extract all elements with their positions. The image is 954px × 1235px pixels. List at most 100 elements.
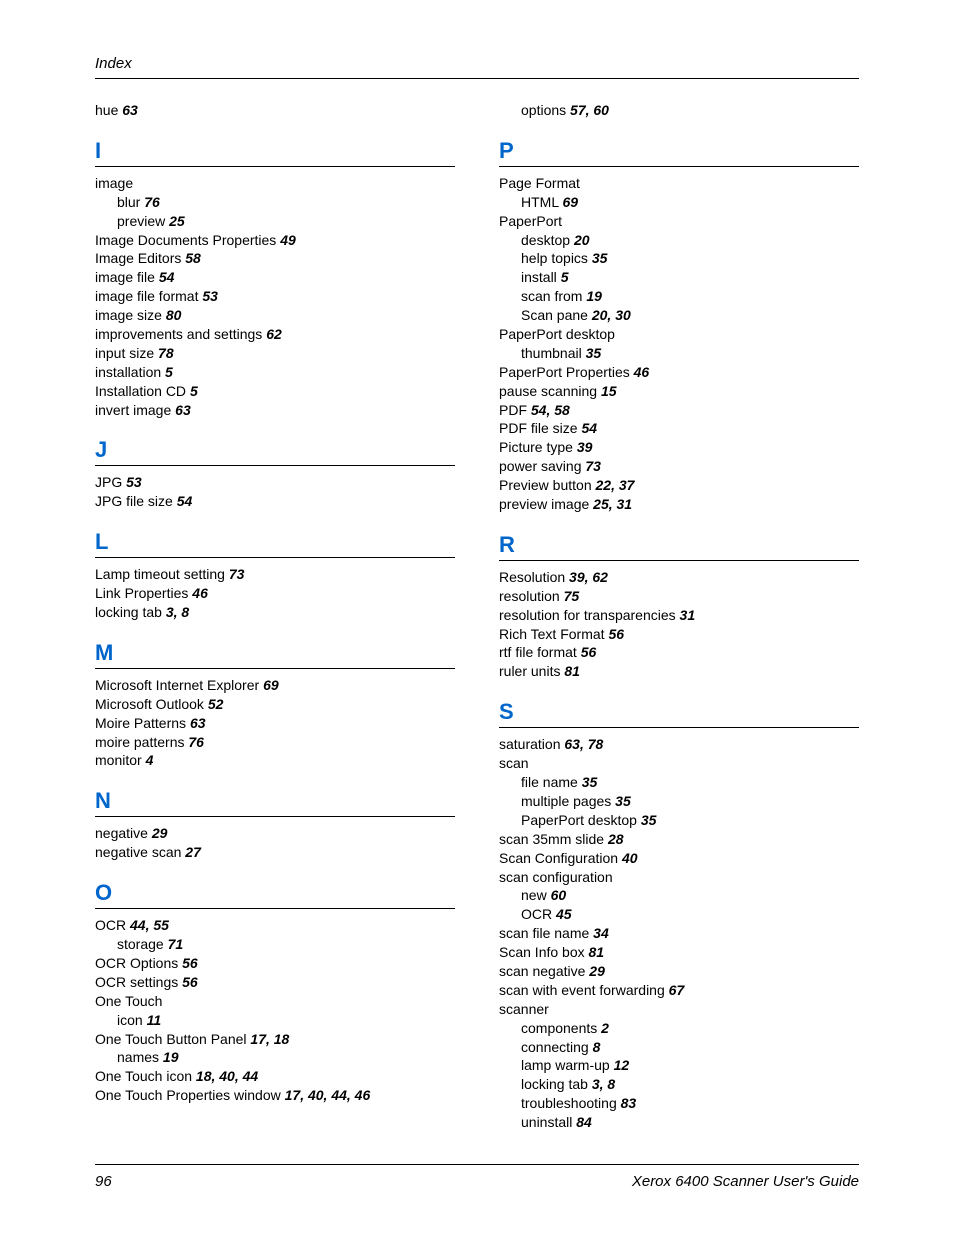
index-entry-text: resolution for transparencies xyxy=(499,607,676,623)
index-page-ref[interactable]: 73 xyxy=(585,458,601,474)
index-page-ref[interactable]: 17, 18 xyxy=(250,1031,289,1047)
index-page-ref[interactable]: 84 xyxy=(576,1114,592,1130)
index-page-ref[interactable]: 54, 58 xyxy=(531,402,570,418)
index-page-ref[interactable]: 40 xyxy=(622,850,638,866)
index-page-ref[interactable]: 12 xyxy=(614,1057,630,1073)
index-entry-text: Resolution xyxy=(499,569,565,585)
index-page-ref[interactable]: 25, 31 xyxy=(593,496,632,512)
index-page-ref[interactable]: 80 xyxy=(166,307,182,323)
index-entry: file name 35 xyxy=(499,773,859,792)
index-page-ref[interactable]: 3, 8 xyxy=(166,604,189,620)
index-entry-text: image size xyxy=(95,307,162,323)
index-page-ref[interactable]: 29 xyxy=(152,825,168,841)
index-column-left: hue 63Iimageblur 76preview 25Image Docum… xyxy=(95,101,455,1132)
index-entry-text: options xyxy=(521,102,566,118)
index-page-ref[interactable]: 81 xyxy=(589,944,605,960)
index-page-ref[interactable]: 57, 60 xyxy=(570,102,609,118)
index-entry: PaperPort desktop 35 xyxy=(499,811,859,830)
index-page-ref[interactable]: 78 xyxy=(158,345,174,361)
index-page-ref[interactable]: 5 xyxy=(190,383,198,399)
index-page-ref[interactable]: 54 xyxy=(177,493,193,509)
index-page-ref[interactable]: 69 xyxy=(263,677,279,693)
index-page-ref[interactable]: 45 xyxy=(556,906,572,922)
index-page-ref[interactable]: 58 xyxy=(185,250,201,266)
index-page-ref[interactable]: 53 xyxy=(202,288,218,304)
index-page-ref[interactable]: 60 xyxy=(551,887,567,903)
index-page-ref[interactable]: 25 xyxy=(169,213,185,229)
index-page-ref[interactable]: 35 xyxy=(586,345,602,361)
index-page-ref[interactable]: 49 xyxy=(280,232,296,248)
index-page-ref[interactable]: 18, 40, 44 xyxy=(196,1068,258,1084)
index-page-ref[interactable]: 63, 78 xyxy=(564,736,603,752)
index-page-ref[interactable]: 69 xyxy=(562,194,578,210)
index-page-ref[interactable]: 8 xyxy=(593,1039,601,1055)
index-entry: Microsoft Internet Explorer 69 xyxy=(95,676,455,695)
index-page-ref[interactable]: 11 xyxy=(147,1012,162,1028)
index-page-ref[interactable]: 28 xyxy=(608,831,624,847)
index-page-ref[interactable]: 19 xyxy=(163,1049,179,1065)
index-entry-text: storage xyxy=(117,936,164,952)
index-entry-text: Moire Patterns xyxy=(95,715,186,731)
index-entry-text: HTML xyxy=(521,194,559,210)
index-page-ref[interactable]: 56 xyxy=(182,974,198,990)
index-page-ref[interactable]: 27 xyxy=(185,844,201,860)
index-page-ref[interactable]: 3, 8 xyxy=(592,1076,615,1092)
index-entry-text: scan with event forwarding xyxy=(499,982,665,998)
index-page-ref[interactable]: 63 xyxy=(175,402,191,418)
index-page-ref[interactable]: 34 xyxy=(593,925,609,941)
index-page-ref[interactable]: 35 xyxy=(641,812,657,828)
index-entry: Page Format xyxy=(499,174,859,193)
index-page-ref[interactable]: 2 xyxy=(601,1020,609,1036)
index-page-ref[interactable]: 62 xyxy=(266,326,282,342)
index-page-ref[interactable]: 39, 62 xyxy=(569,569,608,585)
index-page-ref[interactable]: 46 xyxy=(192,585,208,601)
index-page-ref[interactable]: 44, 55 xyxy=(130,917,169,933)
index-page-ref[interactable]: 76 xyxy=(144,194,160,210)
index-page-ref[interactable]: 56 xyxy=(608,626,624,642)
index-page-ref[interactable]: 19 xyxy=(586,288,602,304)
index-letter-rule xyxy=(95,816,455,817)
index-page-ref[interactable]: 5 xyxy=(561,269,569,285)
index-entry: scanner xyxy=(499,1000,859,1019)
index-page-ref[interactable]: 81 xyxy=(564,663,580,679)
index-entry-text: Lamp timeout setting xyxy=(95,566,225,582)
index-page-ref[interactable]: 29 xyxy=(589,963,605,979)
index-page-ref[interactable]: 71 xyxy=(168,936,184,952)
index-page-ref[interactable]: 56 xyxy=(182,955,198,971)
index-page-ref[interactable]: 56 xyxy=(581,644,597,660)
index-page-ref[interactable]: 52 xyxy=(208,696,224,712)
index-page-ref[interactable]: 67 xyxy=(669,982,685,998)
index-page-ref[interactable]: 35 xyxy=(615,793,631,809)
index-page-ref[interactable]: 20, 30 xyxy=(592,307,631,323)
index-page-ref[interactable]: 75 xyxy=(564,588,580,604)
index-page-ref[interactable]: 20 xyxy=(574,232,590,248)
index-page-ref[interactable]: 22, 37 xyxy=(596,477,635,493)
index-page-ref[interactable]: 54 xyxy=(159,269,175,285)
index-page-ref[interactable]: 35 xyxy=(582,774,598,790)
index-page-ref[interactable]: 15 xyxy=(601,383,617,399)
index-entry-text: thumbnail xyxy=(521,345,582,361)
index-page-ref[interactable]: 83 xyxy=(621,1095,637,1111)
index-entry: preview image 25, 31 xyxy=(499,495,859,514)
index-entry: PaperPort desktop xyxy=(499,325,859,344)
index-page-ref[interactable]: 17, 40, 44, 46 xyxy=(285,1087,371,1103)
index-page-ref[interactable]: 39 xyxy=(577,439,593,455)
index-page-ref[interactable]: 53 xyxy=(126,474,142,490)
index-entry: PaperPort Properties 46 xyxy=(499,363,859,382)
index-letter-rule xyxy=(95,668,455,669)
index-entry-text: hue xyxy=(95,102,118,118)
index-page-ref[interactable]: 76 xyxy=(188,734,204,750)
index-page-ref[interactable]: 31 xyxy=(680,607,696,623)
index-page-ref[interactable]: 5 xyxy=(165,364,173,380)
index-entry-text: moire patterns xyxy=(95,734,184,750)
index-page-ref[interactable]: 46 xyxy=(634,364,650,380)
index-page-ref[interactable]: 35 xyxy=(592,250,608,266)
index-page-ref[interactable]: 63 xyxy=(122,102,138,118)
index-entry-text: JPG xyxy=(95,474,122,490)
index-entry-text: scan negative xyxy=(499,963,585,979)
index-page-ref[interactable]: 63 xyxy=(190,715,206,731)
index-page-ref[interactable]: 4 xyxy=(146,752,154,768)
index-page-ref[interactable]: 73 xyxy=(229,566,245,582)
index-page-ref[interactable]: 54 xyxy=(581,420,597,436)
index-entry-text: OCR xyxy=(521,906,552,922)
